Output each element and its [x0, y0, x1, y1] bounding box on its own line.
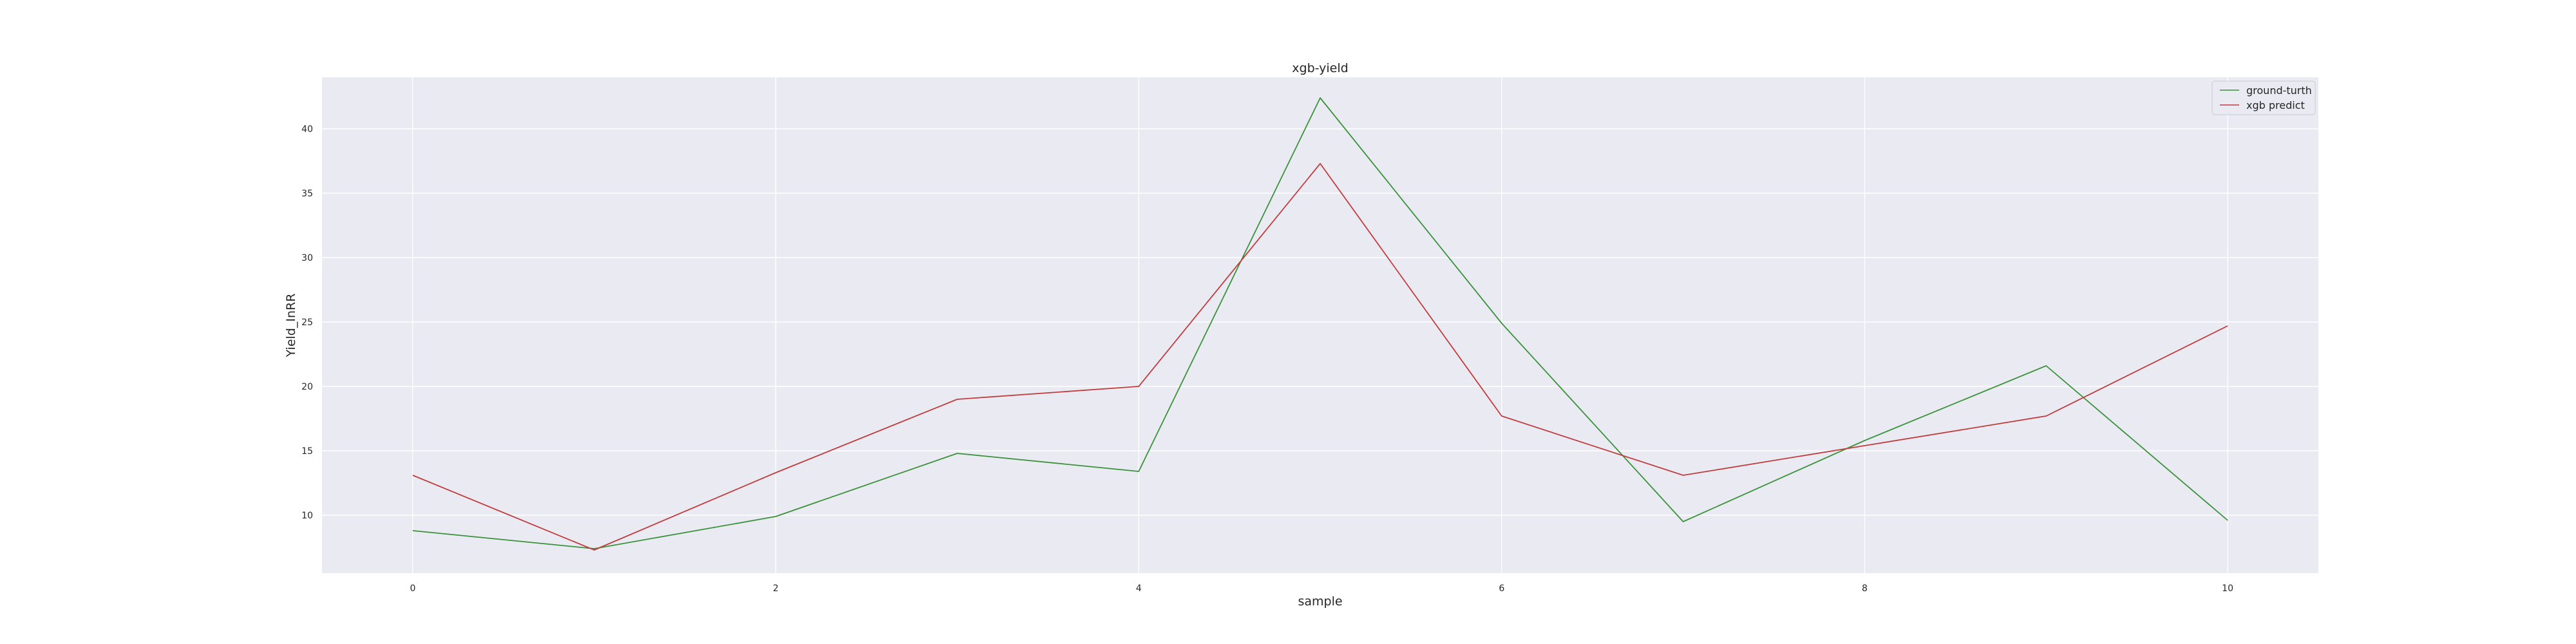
x-tick-label: 10 [2222, 583, 2233, 594]
y-tick-label: 25 [301, 317, 313, 328]
legend-label-xgb-predict: xgb predict [2246, 99, 2305, 111]
legend-box [2211, 80, 2316, 115]
x-tick-label: 0 [410, 583, 415, 594]
series-line-ground-turth [412, 97, 2228, 549]
y-tick-label: 20 [301, 382, 313, 392]
x-tick-label: 8 [1862, 583, 1868, 594]
series-layer [412, 97, 2228, 551]
x-tick-label: 6 [1499, 583, 1504, 594]
y-tick-label: 10 [301, 511, 313, 521]
y-axis-label: Yield_InRR [284, 294, 298, 358]
grid [322, 77, 2318, 573]
series-line-xgb-predict [412, 163, 2228, 551]
chart-title: xgb-yield [1292, 61, 1348, 75]
y-tick-label: 35 [301, 189, 313, 199]
y-tick-label: 40 [301, 124, 313, 135]
legend: ground-turth xgb predict [2211, 80, 2316, 115]
y-tick-label: 15 [301, 446, 313, 457]
x-axis-ticks: 0 2 4 6 8 10 [410, 583, 2233, 594]
y-tick-label: 30 [301, 253, 313, 263]
y-axis-ticks: 10 15 20 25 30 35 40 [301, 124, 313, 521]
plot-area [322, 77, 2318, 573]
x-tick-label: 4 [1136, 583, 1142, 594]
x-axis-label: sample [1298, 594, 1342, 609]
legend-label-ground-turth: ground-turth [2246, 84, 2312, 97]
x-tick-label: 2 [773, 583, 779, 594]
